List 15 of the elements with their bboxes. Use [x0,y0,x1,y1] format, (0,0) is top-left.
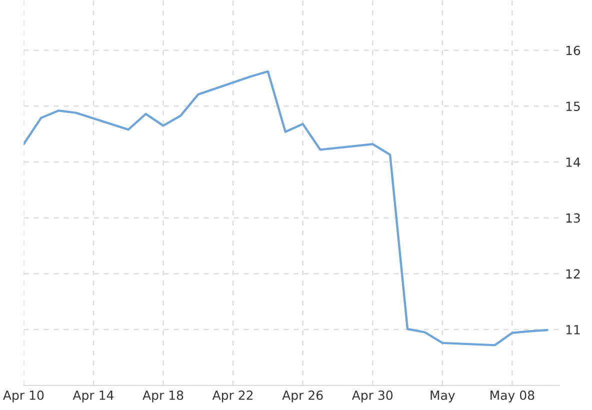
y-tick-label: 16 [566,46,580,56]
y-tick-label: 12 [566,269,580,278]
x-tick-label: Apr 10 [3,390,44,402]
x-tick-label: May 08 [490,390,534,402]
y-tick-label: 14 [566,158,580,167]
y-tick-label: 13 [566,213,580,223]
x-tick-label: Apr 18 [142,390,184,402]
x-tick-label: Apr 22 [212,390,253,402]
line-series [24,70,548,346]
x-tick-label: Apr 30 [352,390,393,402]
x-tick-label: May [430,390,455,402]
x-tick-label: Apr 26 [282,390,323,402]
y-tick-label: 15 [566,102,580,112]
x-tick-label: Apr 14 [72,390,114,402]
y-tick-label: 11 [566,325,580,334]
